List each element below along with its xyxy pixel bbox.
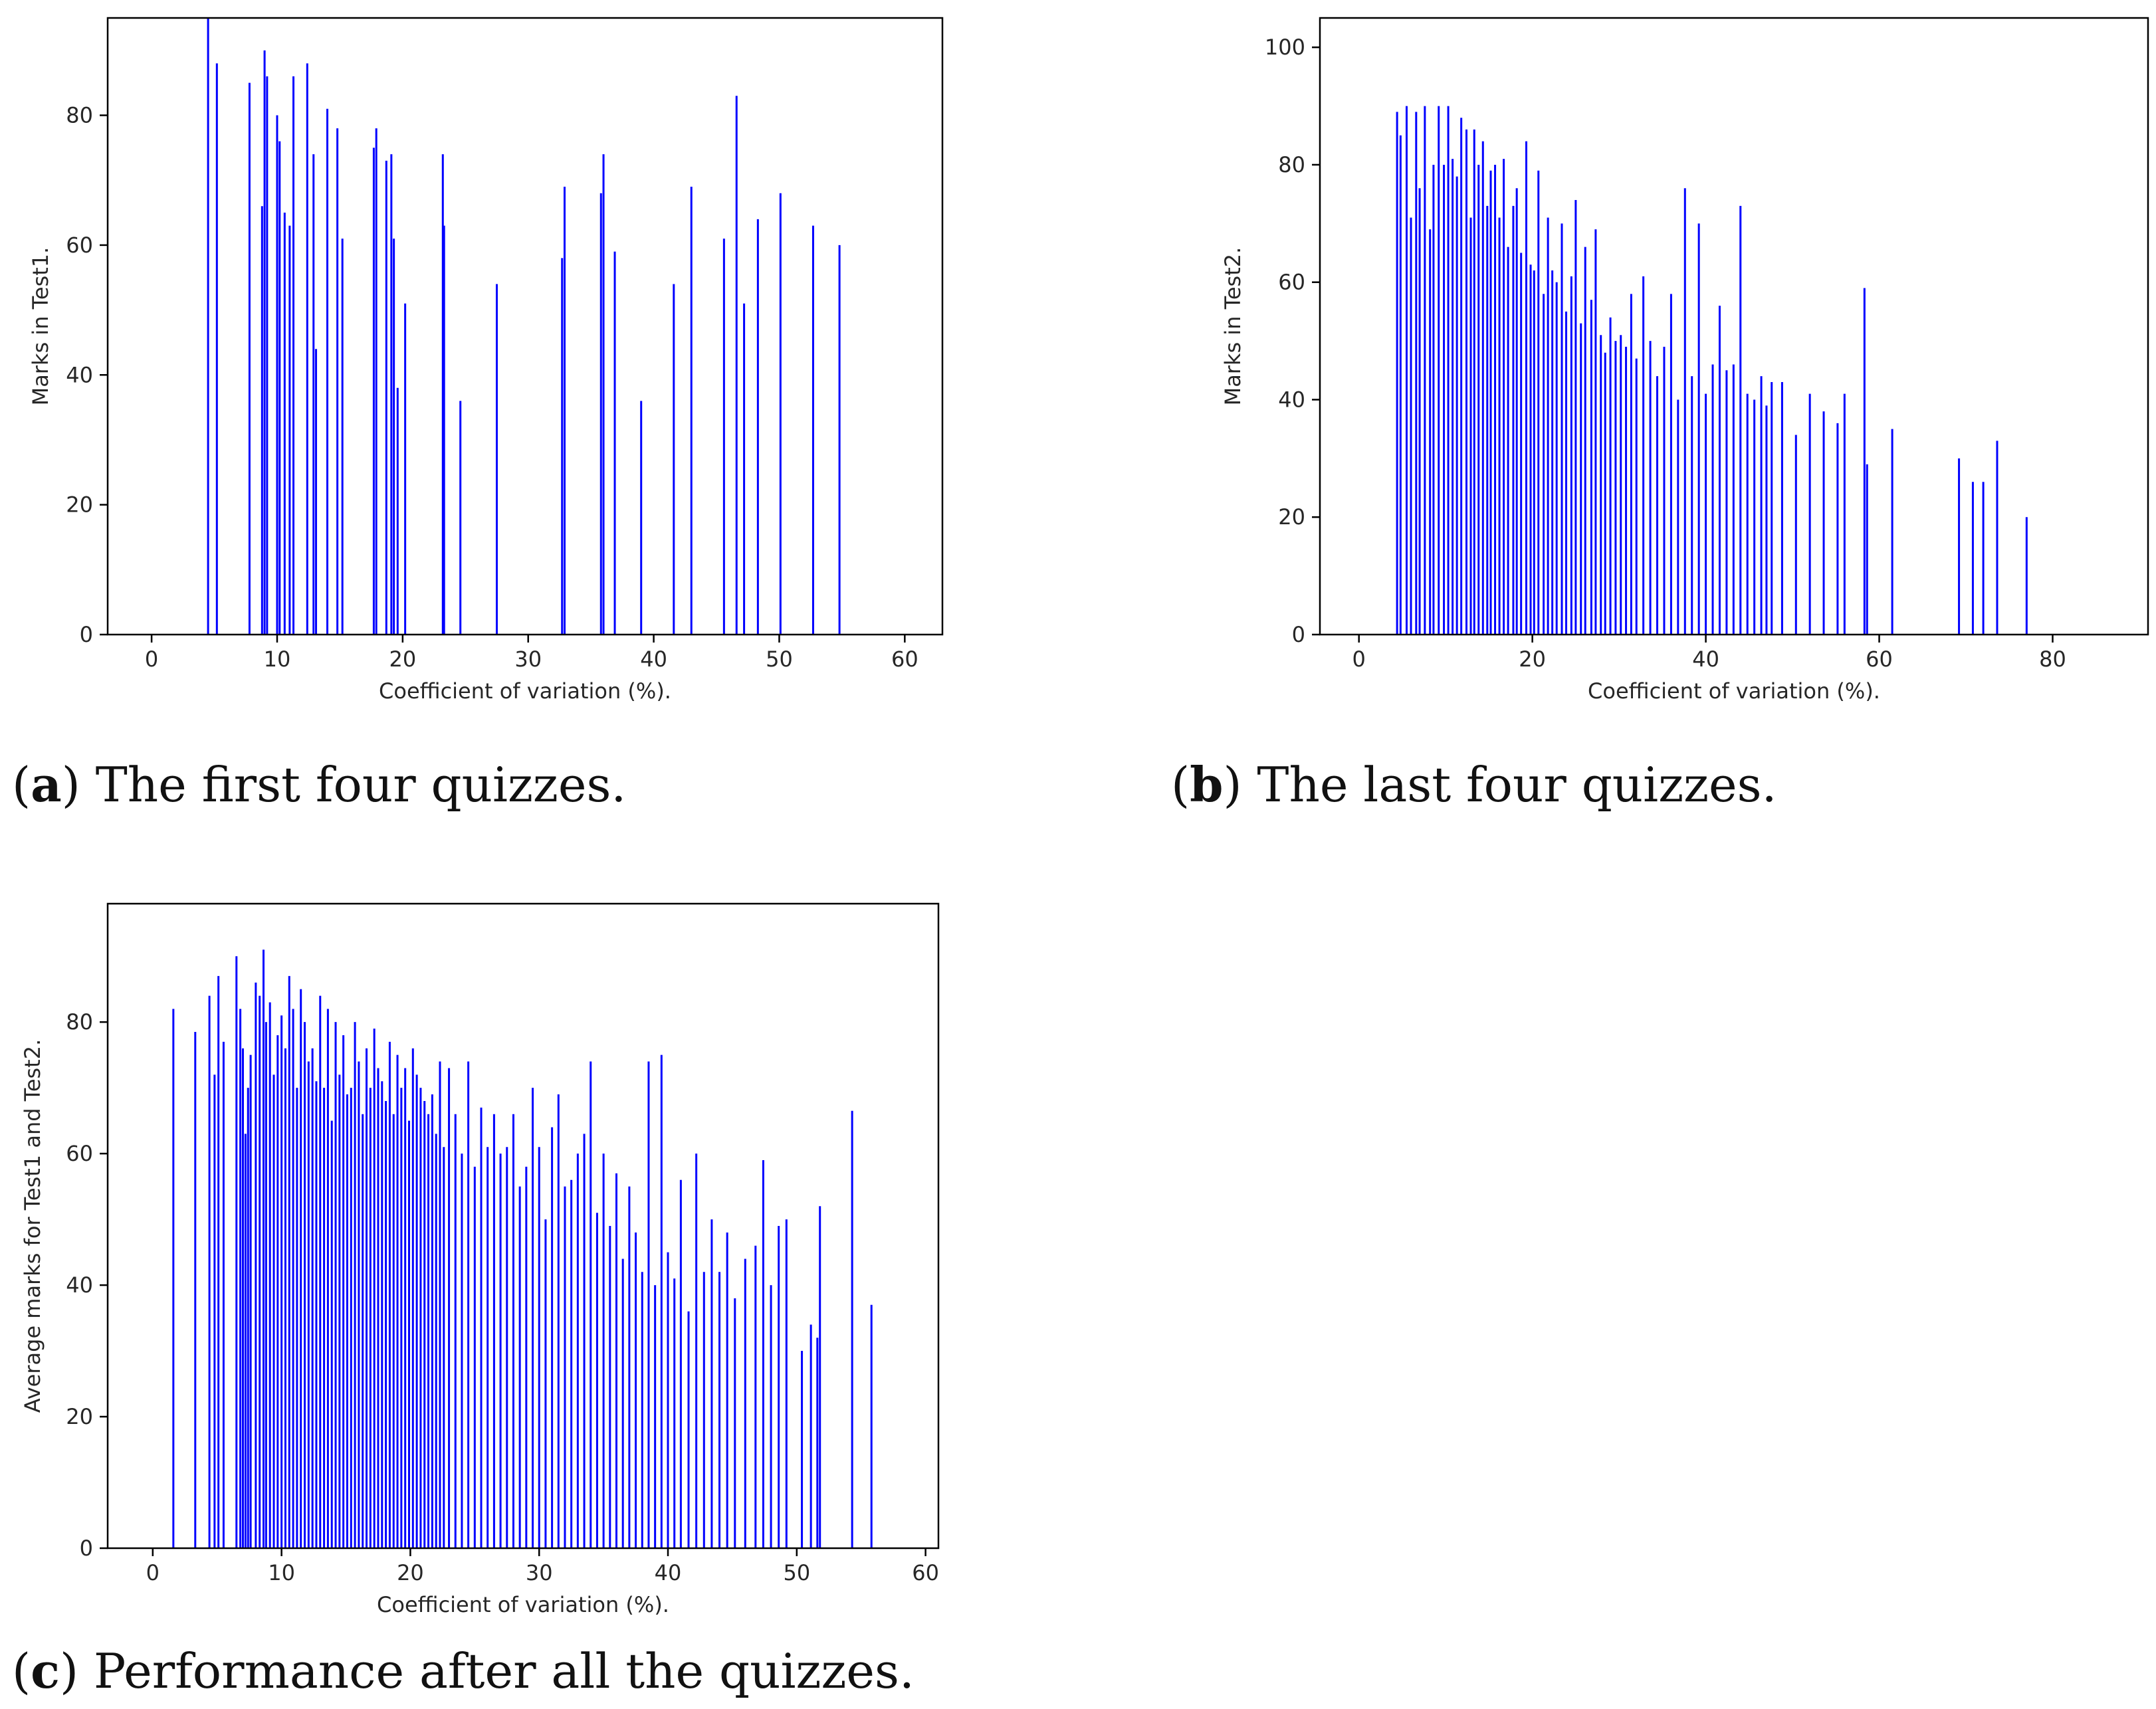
y-tick-label: 20: [66, 492, 93, 518]
x-tick-label: 40: [1692, 647, 1719, 672]
y-tick-label: 20: [1278, 504, 1305, 530]
x-tick-label: 0: [1352, 647, 1366, 672]
caption-a: (a) The first four quizzes.: [12, 756, 627, 813]
x-tick-label: 50: [766, 647, 793, 672]
x-tick-label: 60: [912, 1560, 939, 1585]
y-tick-label: 80: [66, 1009, 93, 1035]
x-tick-label: 60: [1866, 647, 1893, 672]
caption-b: (b) The last four quizzes.: [1171, 756, 1777, 813]
y-tick-label: 80: [66, 103, 93, 128]
caption-a-label: a: [31, 756, 62, 813]
x-axis-label: Coefficient of variation (%).: [379, 678, 671, 704]
x-tick-label: 40: [640, 647, 667, 672]
plot-frame: [106, 902, 940, 1550]
x-tick-label: 0: [146, 1560, 160, 1585]
caption-b-text: The last four quizzes.: [1241, 757, 1777, 813]
y-tick-label: 0: [1292, 622, 1305, 647]
plot-frame: [1319, 17, 2149, 636]
plot-frame: [106, 17, 944, 636]
x-tick-label: 20: [397, 1560, 424, 1585]
caption-a-text: The first four quizzes.: [80, 757, 627, 813]
chart-panel-a: 0 10 20 30 40 50 60 0 20 40 60 80 Coefficient of var…: [0, 0, 970, 731]
caption-c-text: Performance after all the quizzes.: [78, 1643, 915, 1699]
x-tick-label: 40: [655, 1560, 682, 1585]
x-tick-label: 50: [783, 1560, 810, 1585]
x-tick-label: 60: [891, 647, 918, 672]
chart-c: 0 10 20 30 40 50 60 0 20 40 60 80 Coefficient of var…: [20, 902, 940, 1617]
y-axis-label: Marks in Test2.: [1220, 247, 1245, 406]
caption-c: (c) Performance after all the quizzes.: [12, 1643, 915, 1699]
x-axis-label: Coefficient of variation (%).: [1588, 678, 1880, 704]
y-axis-label: Marks in Test1.: [28, 247, 53, 406]
x-axis-label: Coefficient of variation (%).: [377, 1592, 669, 1617]
caption-b-label: b: [1190, 756, 1224, 813]
chart-b: 0 20 40 60 80 0 20 40 60 80 100 Coefficient of vari…: [1220, 17, 2149, 704]
y-tick-label: 60: [66, 233, 93, 258]
y-tick-label: 40: [66, 1272, 93, 1298]
x-tick-label: 20: [389, 647, 416, 672]
chart-panel-c: 0 10 20 30 40 50 60 0 20 40 60 80 Coefficient of var…: [0, 877, 970, 1661]
y-tick-label: 100: [1265, 35, 1305, 60]
x-tick-label: 20: [1519, 647, 1546, 672]
chart-panel-b: 0 20 40 60 80 0 20 40 60 80 100 Coefficient of vari…: [1156, 0, 2156, 731]
y-tick-label: 40: [1278, 387, 1305, 412]
x-tick-label: 10: [264, 647, 291, 672]
chart-a: 0 10 20 30 40 50 60 0 20 40 60 80 Coefficient of var…: [28, 17, 944, 704]
x-tick-label: 0: [145, 647, 158, 672]
y-tick-label: 0: [80, 1536, 93, 1561]
y-tick-label: 60: [1278, 270, 1305, 295]
x-tick-label: 10: [268, 1560, 295, 1585]
x-tick-label: 80: [2039, 647, 2066, 672]
y-tick-label: 40: [66, 362, 93, 387]
x-tick-label: 30: [514, 647, 542, 672]
x-tick-label: 30: [526, 1560, 553, 1585]
y-axis-label: Average marks for Test1 and Test2.: [20, 1039, 45, 1413]
caption-c-label: c: [31, 1643, 60, 1699]
y-tick-label: 0: [80, 622, 93, 647]
y-tick-label: 20: [66, 1404, 93, 1429]
y-tick-label: 60: [66, 1141, 93, 1166]
y-tick-label: 80: [1278, 152, 1305, 177]
